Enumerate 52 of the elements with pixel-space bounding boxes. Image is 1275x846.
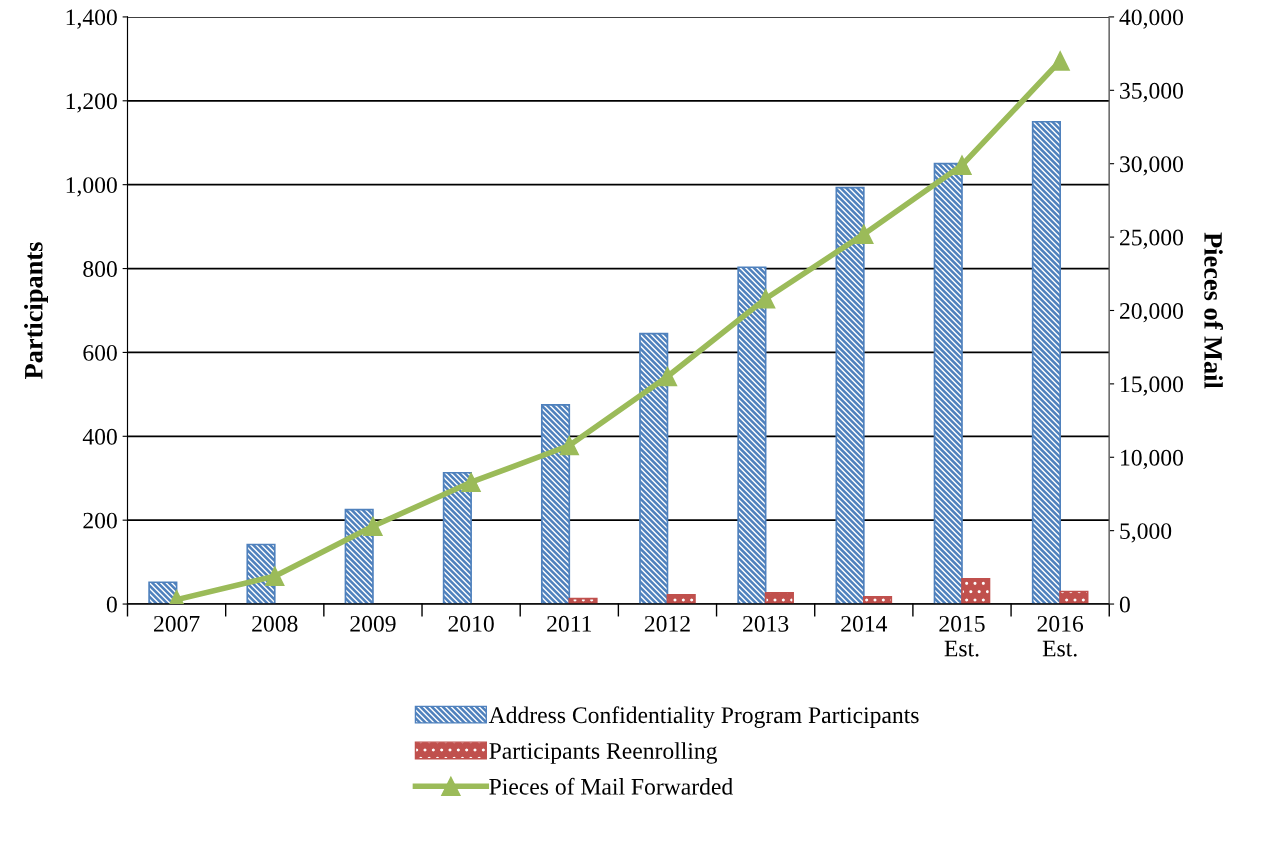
point: [657, 366, 678, 387]
y2-tick-label: 25,000: [1120, 229, 1183, 249]
bar: [1059, 590, 1089, 605]
point: [1050, 51, 1070, 71]
bar: [737, 266, 767, 605]
y2-tick-label: 5,000: [1120, 523, 1172, 543]
bar: [639, 332, 669, 605]
x-tick-label: 2012: [644, 615, 690, 632]
point: [755, 289, 776, 309]
y2-tick-label: 10,000: [1121, 449, 1183, 470]
bar: [961, 578, 991, 605]
legend-label: Participants Reenrolling: [489, 742, 718, 764]
x-tick-label: 2016 Est.: [1037, 615, 1084, 657]
y-tick-label: 0: [106, 596, 117, 613]
bar: [1031, 120, 1061, 605]
y-tick-label: 200: [83, 512, 117, 529]
x-tick-label: 2009: [350, 615, 396, 632]
x-tick-label: 2014: [841, 615, 888, 632]
x-tick-label: 2007: [154, 615, 200, 632]
point: [559, 435, 580, 456]
y-tick-label: 1,200: [66, 93, 117, 113]
legend-label: Pieces of Mail Forwarded: [489, 777, 733, 795]
x-tick-label: 2013: [743, 615, 789, 632]
x-tick-label: 2010: [448, 615, 494, 632]
y-tick-label: 1,400: [66, 9, 117, 29]
bar: [933, 162, 963, 605]
y-axis-title: Participants: [24, 242, 48, 379]
bar: [835, 186, 865, 605]
y-tick-label: 1,000: [66, 177, 117, 197]
bar: [764, 591, 794, 605]
bar: [442, 471, 472, 605]
x-tick-label: 2008: [252, 615, 298, 632]
x-tick-label: 2011: [547, 615, 592, 632]
y2-axis-title: Pieces of Mail: [1204, 232, 1224, 389]
point: [952, 155, 972, 175]
bar: [540, 404, 571, 605]
y2-tick-label: 30,000: [1120, 156, 1183, 176]
y-tick-label: 800: [83, 261, 117, 277]
x-tick-label: 2015 Est.: [939, 615, 985, 657]
point: [461, 472, 481, 492]
y2-tick-label: 0: [1119, 596, 1130, 613]
y2-tick-label: 40,000: [1119, 9, 1183, 29]
y2-tick-label: 20,000: [1120, 302, 1183, 323]
point: [363, 516, 383, 536]
y2-tick-label: 35,000: [1120, 82, 1183, 103]
y-tick-label: 400: [82, 428, 117, 445]
point: [265, 566, 285, 586]
bar: [666, 593, 696, 605]
y-tick-label: 600: [83, 344, 117, 361]
y2-tick-label: 15,000: [1121, 376, 1183, 396]
point: [854, 224, 874, 244]
legend-label: Address Confidentiality Program Participants: [488, 706, 919, 728]
